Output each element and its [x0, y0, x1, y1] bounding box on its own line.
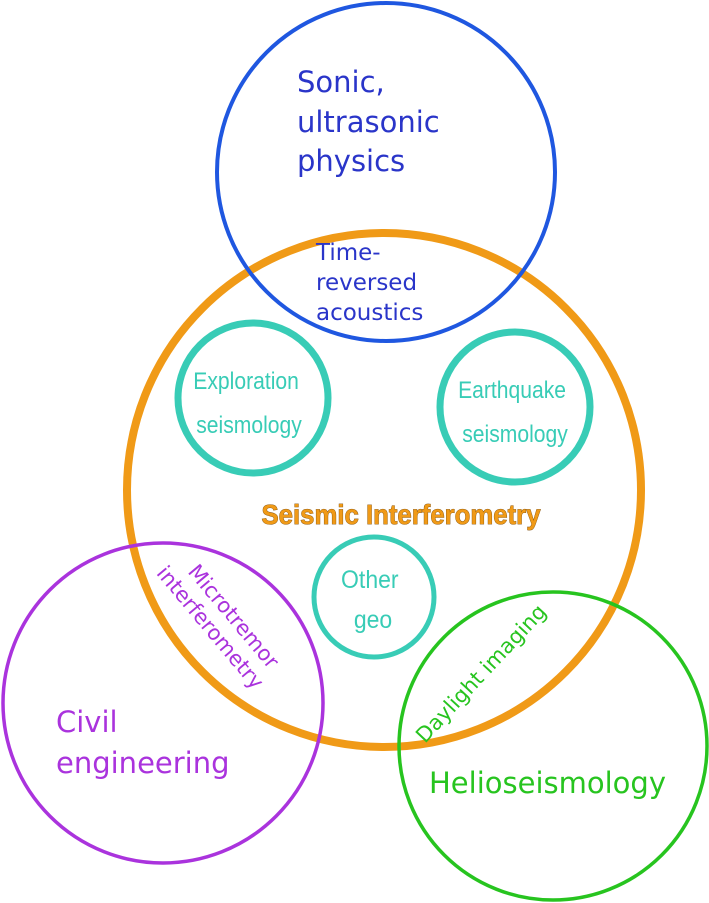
time-reversed-line: reversed [316, 270, 417, 296]
sonic-physics-label: Sonic, ultrasonic physics [297, 65, 449, 178]
sonic-line: Sonic, [297, 65, 385, 99]
civil-line: engineering [56, 746, 230, 780]
other-geo-circle [311, 534, 437, 660]
other-geo-line: Other [341, 566, 399, 594]
exploration-line: Exploration [193, 368, 299, 395]
other-geo-label: Other geo [341, 566, 405, 634]
exploration-line: seismology [196, 412, 302, 439]
sonic-line: physics [297, 144, 405, 178]
civil-engineering-label: Civil engineering [56, 705, 230, 780]
seismic-interferometry-circle [123, 229, 645, 751]
exploration-seismology-circle [174, 319, 332, 477]
time-reversed-line: Time- [315, 240, 381, 266]
earthquake-seismology-circle [436, 328, 594, 486]
civil-line: Civil [56, 705, 118, 739]
helioseismology-circle [397, 590, 709, 902]
time-reversed-line: acoustics [316, 300, 423, 326]
other-geo-line: geo [354, 606, 392, 634]
earthquake-line: seismology [462, 421, 568, 448]
seismic-interferometry-title: Seismic Interferometry [261, 499, 540, 530]
helioseismology-label: Helioseismology [429, 766, 666, 800]
sonic-physics-circle [215, 1, 557, 343]
sonic-line: ultrasonic [297, 105, 440, 139]
earthquake-seismology-label: Earthquake seismology [458, 377, 572, 448]
microtremor-interferometry-label: Microtremor interferometry [152, 545, 288, 694]
earthquake-line: Earthquake [458, 377, 566, 404]
civil-engineering-circle [1, 541, 325, 865]
exploration-seismology-label: Exploration seismology [193, 368, 304, 439]
time-reversed-acoustics-label: Time- reversed acoustics [315, 240, 424, 326]
